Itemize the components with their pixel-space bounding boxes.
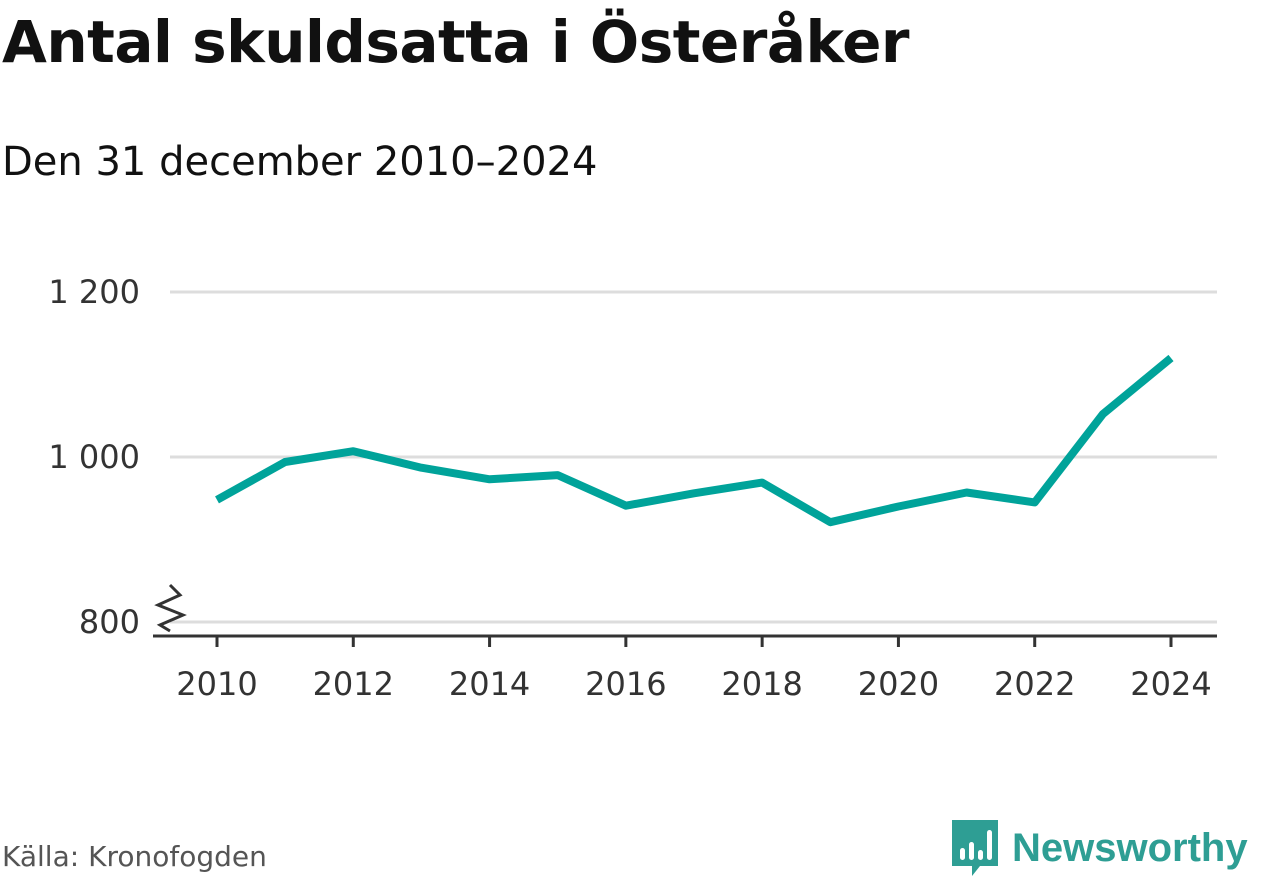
x-tick-label-2022: 2022 [994, 665, 1075, 703]
x-tick-label-2014: 2014 [449, 665, 530, 703]
x-tick-label-2016: 2016 [585, 665, 666, 703]
tick-labels: 800 1 000 1 200 2010 2012 2014 2016 2018 2020 202… [48, 273, 1211, 703]
y-tick-label-1000: 1 000 [48, 438, 140, 476]
axis-break-zigzag [154, 583, 187, 633]
y-tick-label-1200: 1 200 [48, 273, 140, 311]
axis-break [154, 583, 187, 633]
x-tick-label-2024: 2024 [1130, 665, 1211, 703]
series-layer [215, 354, 1174, 527]
newsworthy-logo-icon [952, 820, 998, 876]
x-tick-label-2010: 2010 [176, 665, 257, 703]
x-tick-label-2020: 2020 [858, 665, 939, 703]
x-axis [153, 634, 1217, 647]
brand-name: Newsworthy [1012, 825, 1248, 870]
gridlines [170, 290, 1217, 624]
x-tick-label-2018: 2018 [721, 665, 802, 703]
source-note: Källa: Kronofogden [2, 840, 267, 873]
chart-subtitle: Den 31 december 2010–2024 [2, 139, 598, 185]
y-tick-label-800: 800 [79, 603, 140, 641]
series-line-0 [215, 354, 1174, 527]
brand-logo: Newsworthy [950, 818, 1248, 878]
chart-title: Antal skuldsatta i Österåker [2, 8, 910, 76]
x-tick-label-2012: 2012 [313, 665, 394, 703]
